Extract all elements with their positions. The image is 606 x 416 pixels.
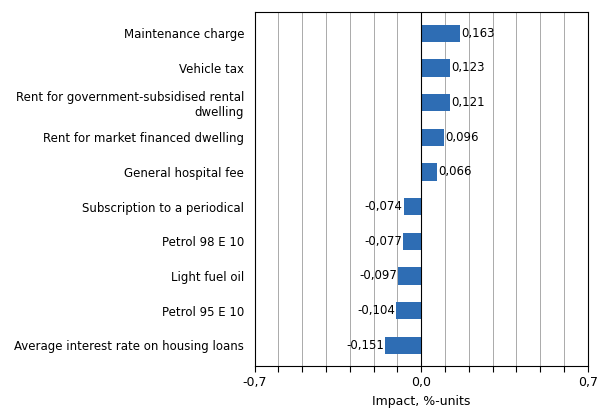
Bar	[404, 198, 421, 215]
Bar	[403, 233, 421, 250]
Text: 0,163: 0,163	[461, 27, 494, 40]
Bar	[421, 163, 437, 181]
Text: -0,077: -0,077	[364, 235, 402, 248]
Bar	[398, 267, 421, 285]
X-axis label: Impact, %-units: Impact, %-units	[372, 395, 470, 408]
Bar	[385, 337, 421, 354]
Text: 0,123: 0,123	[451, 62, 485, 74]
Text: -0,074: -0,074	[365, 200, 402, 213]
Text: 0,066: 0,066	[438, 166, 471, 178]
Text: 0,121: 0,121	[451, 96, 485, 109]
Text: 0,096: 0,096	[445, 131, 479, 144]
Bar	[421, 129, 444, 146]
Bar	[396, 302, 421, 319]
Text: -0,151: -0,151	[347, 339, 384, 352]
Bar	[421, 94, 450, 111]
Bar	[421, 25, 460, 42]
Text: -0,104: -0,104	[358, 304, 396, 317]
Bar	[421, 59, 450, 77]
Text: -0,097: -0,097	[359, 270, 397, 282]
